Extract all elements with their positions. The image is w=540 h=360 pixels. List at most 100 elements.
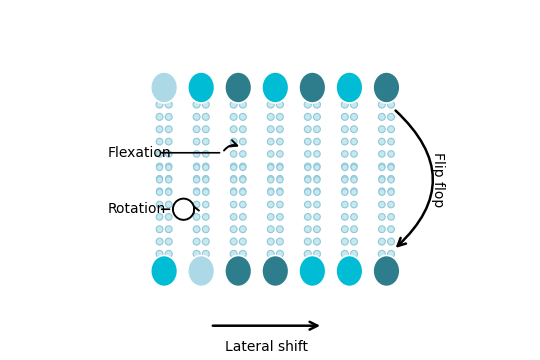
Circle shape xyxy=(193,113,200,120)
Circle shape xyxy=(193,177,200,183)
Circle shape xyxy=(388,113,395,120)
Circle shape xyxy=(351,188,357,194)
Circle shape xyxy=(231,188,237,194)
Circle shape xyxy=(276,251,284,257)
Circle shape xyxy=(276,177,283,183)
Circle shape xyxy=(165,113,172,120)
Circle shape xyxy=(193,251,200,257)
Circle shape xyxy=(388,201,394,208)
Circle shape xyxy=(165,238,172,245)
Circle shape xyxy=(240,176,246,182)
Circle shape xyxy=(305,151,311,157)
Circle shape xyxy=(388,251,395,257)
Circle shape xyxy=(350,213,357,220)
Circle shape xyxy=(267,138,274,145)
Circle shape xyxy=(314,163,320,170)
Circle shape xyxy=(230,113,237,120)
Circle shape xyxy=(379,188,385,194)
Circle shape xyxy=(305,163,311,170)
Circle shape xyxy=(165,213,172,220)
Circle shape xyxy=(193,101,200,108)
Circle shape xyxy=(313,101,320,108)
Ellipse shape xyxy=(299,256,326,287)
Circle shape xyxy=(267,113,274,120)
Circle shape xyxy=(314,176,320,182)
Circle shape xyxy=(342,165,348,171)
Circle shape xyxy=(166,188,172,194)
Circle shape xyxy=(239,238,246,245)
Circle shape xyxy=(165,138,172,145)
Circle shape xyxy=(202,226,209,233)
Circle shape xyxy=(156,113,163,120)
Circle shape xyxy=(341,126,348,132)
Circle shape xyxy=(341,113,348,120)
Circle shape xyxy=(314,151,320,157)
Circle shape xyxy=(379,163,385,170)
Circle shape xyxy=(350,101,357,108)
Ellipse shape xyxy=(336,256,363,287)
Circle shape xyxy=(156,251,163,257)
Circle shape xyxy=(388,165,394,171)
Text: Rotation: Rotation xyxy=(107,202,166,216)
Circle shape xyxy=(341,138,348,145)
Circle shape xyxy=(202,163,209,170)
Circle shape xyxy=(314,188,320,194)
Circle shape xyxy=(342,188,348,194)
Circle shape xyxy=(231,163,237,170)
Circle shape xyxy=(350,238,357,245)
Circle shape xyxy=(314,189,320,195)
Circle shape xyxy=(193,151,200,157)
Circle shape xyxy=(267,151,274,157)
Circle shape xyxy=(350,138,357,145)
Circle shape xyxy=(202,101,210,108)
Circle shape xyxy=(231,177,237,183)
Circle shape xyxy=(388,177,394,183)
Circle shape xyxy=(240,138,246,145)
Circle shape xyxy=(276,138,283,145)
Circle shape xyxy=(239,126,246,132)
Circle shape xyxy=(231,151,237,157)
Circle shape xyxy=(314,238,320,245)
Circle shape xyxy=(388,213,394,220)
Circle shape xyxy=(166,177,172,183)
Circle shape xyxy=(305,238,311,245)
Circle shape xyxy=(379,113,386,120)
Circle shape xyxy=(276,176,283,182)
Circle shape xyxy=(157,177,163,183)
Circle shape xyxy=(342,151,348,157)
Circle shape xyxy=(314,113,320,120)
Circle shape xyxy=(314,226,320,233)
Circle shape xyxy=(379,101,386,108)
Circle shape xyxy=(157,163,163,170)
Circle shape xyxy=(165,126,172,132)
Ellipse shape xyxy=(188,256,214,287)
Circle shape xyxy=(157,165,163,171)
Circle shape xyxy=(342,176,348,182)
Circle shape xyxy=(305,177,311,183)
Circle shape xyxy=(379,238,386,245)
Circle shape xyxy=(157,189,163,195)
Ellipse shape xyxy=(336,72,363,103)
Circle shape xyxy=(305,188,311,194)
Circle shape xyxy=(379,189,385,195)
Circle shape xyxy=(268,177,274,183)
Circle shape xyxy=(166,189,172,195)
Circle shape xyxy=(268,165,274,171)
Circle shape xyxy=(193,238,200,245)
Ellipse shape xyxy=(188,72,214,103)
Circle shape xyxy=(350,251,357,257)
Circle shape xyxy=(202,151,209,157)
Circle shape xyxy=(240,165,246,171)
Ellipse shape xyxy=(151,256,178,287)
Circle shape xyxy=(304,251,311,257)
Circle shape xyxy=(267,213,274,220)
Circle shape xyxy=(156,201,163,208)
Circle shape xyxy=(341,251,348,257)
Circle shape xyxy=(276,226,284,233)
Circle shape xyxy=(276,163,283,170)
Circle shape xyxy=(166,176,172,182)
Ellipse shape xyxy=(262,256,289,287)
Ellipse shape xyxy=(225,256,252,287)
Circle shape xyxy=(388,163,394,170)
Circle shape xyxy=(193,213,200,220)
